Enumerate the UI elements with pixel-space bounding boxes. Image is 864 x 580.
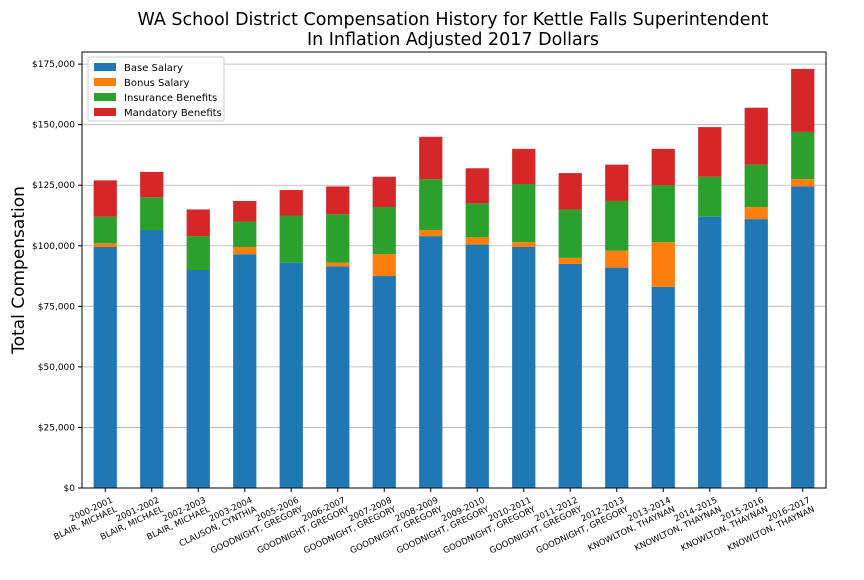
plot-frame — [81, 51, 827, 489]
legend-swatch — [94, 108, 116, 116]
bar-segment-mandatory-benefits — [372, 176, 396, 208]
bar-segment-bonus-salary — [512, 242, 536, 247]
bar-segment-mandatory-benefits — [698, 127, 722, 177]
bar-segment-base-salary — [605, 267, 629, 488]
bar-segment-base-salary — [233, 254, 257, 488]
bar-segment-base-salary — [651, 286, 675, 488]
bar-segment-mandatory-benefits — [791, 68, 815, 132]
bar-segment-mandatory-benefits — [651, 148, 675, 186]
bar-segment-mandatory-benefits — [279, 190, 303, 216]
bar-segment-insurance-benefits — [279, 215, 303, 263]
bar-segment-bonus-salary — [93, 243, 117, 247]
bar-segment-base-salary — [512, 246, 536, 488]
y-axis-ticks: $0 $25,000 $50,000 $75,000 $100,000 $125,000 $… — [32, 60, 82, 494]
bar-segment-insurance-benefits — [326, 214, 350, 263]
legend-label: Insurance Benefits — [124, 93, 217, 104]
chart-title-line: In Inflation Adjusted 2017 Dollars — [307, 30, 599, 50]
bar-segment-mandatory-benefits — [93, 180, 117, 217]
bar-segment-mandatory-benefits — [465, 168, 489, 204]
y-tick-label: $175,000 — [32, 60, 75, 70]
y-tick-label: $50,000 — [38, 363, 75, 373]
chart-title-line: WA School District Compensation History … — [138, 10, 769, 30]
bar-segment-insurance-benefits — [186, 236, 210, 270]
bar-segment-bonus-salary — [465, 237, 489, 245]
bar-segment-bonus-salary — [558, 257, 582, 264]
bar-segment-base-salary — [465, 244, 489, 488]
bar-segment-insurance-benefits — [791, 131, 815, 180]
bar-segment-base-salary — [698, 216, 722, 488]
bar-segment-mandatory-benefits — [744, 107, 768, 165]
y-tick-label: $125,000 — [32, 181, 75, 191]
bar-segment-bonus-salary — [233, 246, 257, 255]
bar-segment-insurance-benefits — [419, 179, 443, 231]
legend-label: Bonus Salary — [124, 78, 190, 89]
bar-segment-base-salary — [372, 276, 396, 488]
bar-segment-insurance-benefits — [744, 164, 768, 208]
bar-segment-base-salary — [93, 246, 117, 488]
legend-label: Base Salary — [124, 63, 183, 74]
bar-segment-base-salary — [791, 186, 815, 488]
bar-segment-insurance-benefits — [558, 209, 582, 258]
bar-segment-base-salary — [744, 219, 768, 488]
bar-segment-bonus-salary — [744, 207, 768, 220]
bar-segment-mandatory-benefits — [326, 186, 350, 215]
bar-segment-bonus-salary — [651, 242, 675, 287]
bar-segment-base-salary — [140, 230, 164, 489]
bar-segment-bonus-salary — [326, 262, 350, 267]
bar-segment-base-salary — [419, 236, 443, 488]
bar-segment-insurance-benefits — [465, 203, 489, 238]
legend-swatch — [94, 93, 116, 101]
bar-segment-bonus-salary — [419, 230, 443, 237]
bar-segment-insurance-benefits — [372, 207, 396, 255]
y-tick-label: $25,000 — [38, 423, 75, 433]
bar-segment-insurance-benefits — [93, 216, 117, 244]
bar-segment-base-salary — [279, 262, 303, 488]
y-tick-label: $150,000 — [32, 121, 75, 131]
y-tick-label: $100,000 — [32, 242, 75, 252]
bars — [93, 68, 815, 489]
legend: Base Salary Bonus Salary Insurance Benefit… — [87, 56, 225, 122]
bar-segment-mandatory-benefits — [419, 136, 443, 180]
bar-segment-insurance-benefits — [140, 197, 164, 231]
bar-segment-bonus-salary — [791, 179, 815, 187]
bar-segment-insurance-benefits — [698, 176, 722, 217]
y-tick-label: $0 — [64, 484, 76, 494]
bar-segment-insurance-benefits — [651, 185, 675, 243]
bar-segment-insurance-benefits — [605, 200, 629, 251]
legend-label: Mandatory Benefits — [124, 108, 222, 119]
chart-title: WA School District Compensation History … — [138, 10, 769, 50]
y-axis-label: Total Compensation — [9, 186, 29, 355]
bar-segment-mandatory-benefits — [233, 200, 257, 222]
bar-segment-insurance-benefits — [233, 221, 257, 247]
bar-segment-mandatory-benefits — [605, 164, 629, 201]
legend-swatch — [94, 63, 116, 71]
bar-segment-base-salary — [558, 263, 582, 488]
bar-segment-mandatory-benefits — [558, 173, 582, 210]
bar-segment-bonus-salary — [372, 254, 396, 277]
bar-segment-base-salary — [326, 266, 350, 488]
bar-segment-bonus-salary — [605, 250, 629, 268]
legend-swatch — [94, 78, 116, 86]
bar-segment-mandatory-benefits — [140, 171, 164, 198]
bar-segment-mandatory-benefits — [512, 148, 536, 185]
bar-segment-base-salary — [186, 270, 210, 488]
bar-segment-insurance-benefits — [512, 184, 536, 243]
bar-segment-mandatory-benefits — [186, 209, 210, 237]
y-tick-label: $75,000 — [38, 302, 75, 312]
legend-box — [87, 56, 225, 122]
